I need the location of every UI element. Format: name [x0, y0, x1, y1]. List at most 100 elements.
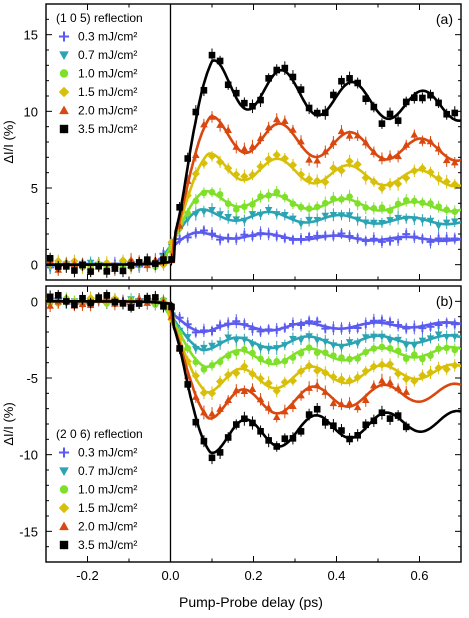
data-point	[419, 94, 426, 102]
data-point	[345, 324, 354, 332]
data-point	[232, 369, 241, 378]
data-point	[288, 160, 298, 170]
data-point	[256, 345, 265, 352]
data-point	[369, 362, 378, 371]
data-point	[215, 377, 225, 386]
data-point	[200, 366, 208, 373]
data-point	[434, 234, 443, 243]
data-point	[354, 432, 361, 439]
data-point	[240, 217, 249, 225]
data-point	[305, 216, 313, 224]
data-point	[199, 159, 209, 168]
data-point	[378, 409, 386, 417]
data-point	[297, 349, 305, 357]
data-point	[208, 229, 216, 238]
data-point	[272, 231, 281, 240]
data-point	[232, 206, 240, 213]
legend-title: (1 0 5) reflection	[56, 11, 143, 25]
data-point	[345, 339, 354, 346]
data-point	[127, 262, 135, 269]
data-point	[240, 144, 249, 152]
data-point	[305, 384, 313, 391]
data-point	[329, 399, 338, 407]
data-point	[63, 263, 70, 270]
panel-label: (b)	[436, 293, 453, 309]
data-point	[346, 355, 353, 363]
data-point	[345, 212, 354, 220]
data-point	[450, 234, 459, 243]
data-layer	[46, 48, 461, 278]
data-point	[280, 154, 289, 163]
data-point	[434, 363, 443, 373]
data-point	[378, 204, 386, 211]
legend-marker	[58, 31, 70, 42]
data-point	[265, 75, 272, 82]
data-point	[273, 358, 281, 365]
data-point	[361, 320, 370, 328]
data-point	[256, 395, 265, 403]
data-point	[256, 374, 265, 383]
data-point	[394, 321, 403, 329]
data-point	[385, 360, 395, 369]
data-point	[208, 454, 216, 462]
data-point	[361, 396, 370, 404]
data-point	[280, 233, 289, 242]
data-point	[249, 419, 256, 427]
data-point	[87, 268, 94, 275]
data-point	[418, 164, 427, 173]
data-point	[305, 411, 313, 418]
data-point	[370, 103, 378, 111]
data-point	[135, 294, 143, 302]
legend-marker	[59, 124, 69, 134]
data-point	[192, 211, 200, 218]
data-point	[386, 152, 394, 160]
data-point	[337, 166, 346, 175]
data-point	[361, 237, 370, 245]
data-point	[241, 346, 248, 353]
data-point	[353, 234, 362, 243]
data-point	[208, 362, 216, 369]
data-point	[410, 376, 419, 386]
data-point	[264, 345, 273, 353]
data-point	[256, 134, 265, 142]
data-point	[216, 358, 224, 366]
data-point	[216, 121, 224, 128]
data-point	[386, 344, 394, 352]
data-point	[248, 385, 257, 392]
data-point	[63, 298, 70, 305]
y-tick-label: -5	[26, 371, 38, 386]
data-point	[450, 180, 459, 189]
legend: (1 0 5) reflection 0.3 mJ/cm² 0.7 mJ/cm² 1.…	[56, 11, 143, 136]
fit-curve	[46, 152, 461, 266]
data-point	[272, 325, 281, 334]
data-point	[353, 216, 362, 224]
data-point	[305, 344, 313, 351]
data-point	[272, 386, 281, 396]
data-point	[183, 216, 192, 223]
data-point	[241, 415, 248, 423]
data-point	[264, 123, 273, 131]
data-point	[216, 405, 224, 412]
data-point	[313, 109, 321, 117]
data-point	[386, 110, 394, 118]
data-point	[378, 343, 386, 351]
data-point	[345, 131, 354, 139]
data-point	[418, 136, 427, 144]
data-point	[87, 299, 94, 307]
data-point	[297, 321, 305, 329]
data-point	[224, 164, 233, 173]
legend-label: 3.5 mJ/cm²	[78, 122, 137, 136]
data-point	[443, 344, 450, 352]
data-point	[418, 324, 427, 333]
data-point	[111, 265, 119, 272]
data-point	[168, 256, 175, 263]
data-point	[313, 231, 322, 240]
data-point	[46, 293, 54, 301]
data-point	[160, 303, 167, 310]
data-point	[305, 155, 313, 163]
data-point	[402, 230, 411, 239]
data-point	[200, 208, 208, 216]
data-point	[378, 120, 386, 127]
fit-curve	[46, 300, 461, 394]
data-point	[411, 94, 418, 102]
